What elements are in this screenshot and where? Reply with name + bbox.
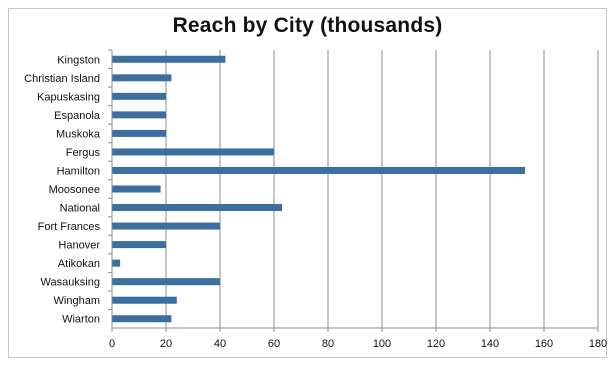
bar <box>112 296 177 304</box>
category-label: Christian Island <box>24 73 100 85</box>
category-label: Wingham <box>54 295 100 307</box>
bars <box>112 55 526 323</box>
bar <box>112 222 220 230</box>
bar <box>112 278 220 286</box>
bar <box>112 315 172 323</box>
chart-title: Reach by City (thousands) <box>172 14 443 37</box>
category-label: Espanola <box>54 110 101 122</box>
category-label: Muskoka <box>56 128 101 140</box>
bar <box>112 259 121 267</box>
x-tick-label: 120 <box>427 338 445 350</box>
category-label: Hanover <box>58 240 100 252</box>
tick-labels: 0 20 40 60 80 100 120 140 160 180 <box>109 338 607 350</box>
category-label: Kapuskasing <box>37 91 100 103</box>
category-label: Atikokan <box>58 258 100 270</box>
x-tick-label: 40 <box>214 338 226 350</box>
bar <box>112 55 226 63</box>
x-tick-label: 140 <box>481 338 499 350</box>
axes <box>108 49 599 332</box>
x-tick-label: 160 <box>535 338 553 350</box>
category-label: Fort Frances <box>38 221 101 233</box>
bar <box>112 148 274 156</box>
grid-lines <box>165 50 599 328</box>
category-label: Wasauksing <box>40 277 100 289</box>
bar <box>112 129 166 137</box>
bar <box>112 166 526 174</box>
bar <box>112 92 166 100</box>
bar <box>112 185 161 193</box>
x-tick-label: 0 <box>109 338 115 350</box>
bar <box>112 111 166 119</box>
bar <box>112 74 172 82</box>
bar <box>112 204 283 212</box>
bar <box>112 241 166 249</box>
x-tick-label: 20 <box>160 338 172 350</box>
x-tick-label: 100 <box>373 338 391 350</box>
category-label: Moosonee <box>49 184 100 196</box>
category-label: Kingston <box>57 54 100 66</box>
category-label: Wiarton <box>62 314 100 326</box>
x-tick-label: 180 <box>589 338 607 350</box>
category-label: National <box>60 203 100 215</box>
category-label: Hamilton <box>57 165 100 177</box>
category-labels: Kingston Christian Island Kapuskasing Espan… <box>24 54 101 325</box>
category-label: Fergus <box>66 147 101 159</box>
chart-frame <box>8 8 607 358</box>
x-tick-label: 80 <box>322 338 334 350</box>
x-tick-label: 60 <box>268 338 280 350</box>
